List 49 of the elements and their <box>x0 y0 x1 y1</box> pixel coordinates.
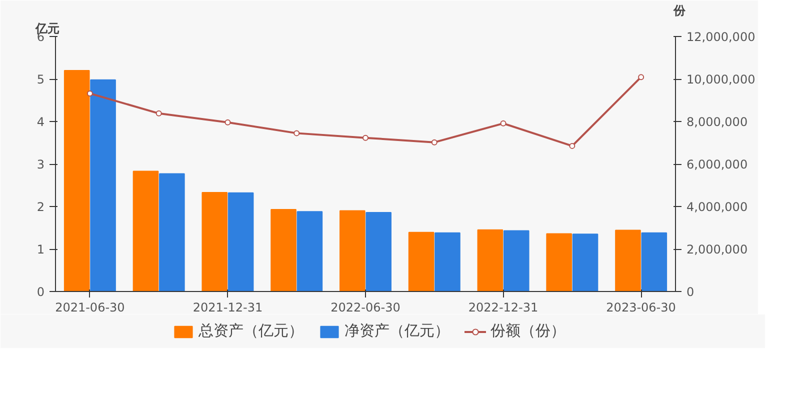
x-tick-label: 2021-06-30 <box>55 300 125 314</box>
legend-label: 份额（份） <box>490 322 566 340</box>
y-tick-label: 2 <box>36 200 45 214</box>
bar <box>296 211 323 292</box>
point <box>294 130 300 136</box>
point <box>431 139 438 146</box>
y2-axis-title: 份 <box>672 4 686 18</box>
y-tick-label: 1 <box>36 242 45 256</box>
bar <box>132 170 159 292</box>
y-tick-label: 3 <box>36 158 45 172</box>
y-tick-label: 0 <box>36 285 45 299</box>
point <box>156 110 162 116</box>
point <box>86 90 93 96</box>
x-tick-label: 2022-06-30 <box>330 300 400 314</box>
bar <box>546 233 572 292</box>
bar <box>641 232 668 292</box>
bar <box>159 173 185 292</box>
y2-tick-label: 2,000,000 <box>686 242 748 256</box>
y2-tick-label: 4,000,000 <box>686 200 748 214</box>
bar <box>503 230 530 292</box>
point <box>500 120 506 126</box>
legend-label: 总资产（亿元） <box>198 322 304 340</box>
point <box>638 74 644 80</box>
bar <box>228 192 254 292</box>
y-tick-label: 5 <box>36 72 45 86</box>
bar <box>90 79 116 292</box>
bar <box>477 229 504 292</box>
x-tick-label: 2022-12-31 <box>468 300 538 314</box>
bar <box>434 232 460 292</box>
y2-tick-label: 10,000,000 <box>686 72 756 86</box>
bar <box>366 212 392 292</box>
x-tick-label: 2023-06-30 <box>606 300 676 314</box>
bar <box>270 208 296 292</box>
bar <box>202 192 228 292</box>
y2-tick-label: 8,000,000 <box>686 115 748 129</box>
point <box>224 119 231 126</box>
y-tick-label: 4 <box>36 115 45 129</box>
bar <box>64 70 90 292</box>
point <box>362 134 368 141</box>
point <box>569 142 576 149</box>
y2-tick-label: 6,000,000 <box>686 158 748 172</box>
legend-label: 净资产（亿元） <box>344 322 450 340</box>
y2-tick-label: 0 <box>686 285 694 299</box>
y2-tick-label: 12,000,000 <box>686 30 756 44</box>
bar <box>572 234 598 292</box>
bar <box>340 210 366 292</box>
bar <box>615 230 641 292</box>
x-tick-label: 2021-12-31 <box>192 300 263 314</box>
bar <box>408 232 434 292</box>
